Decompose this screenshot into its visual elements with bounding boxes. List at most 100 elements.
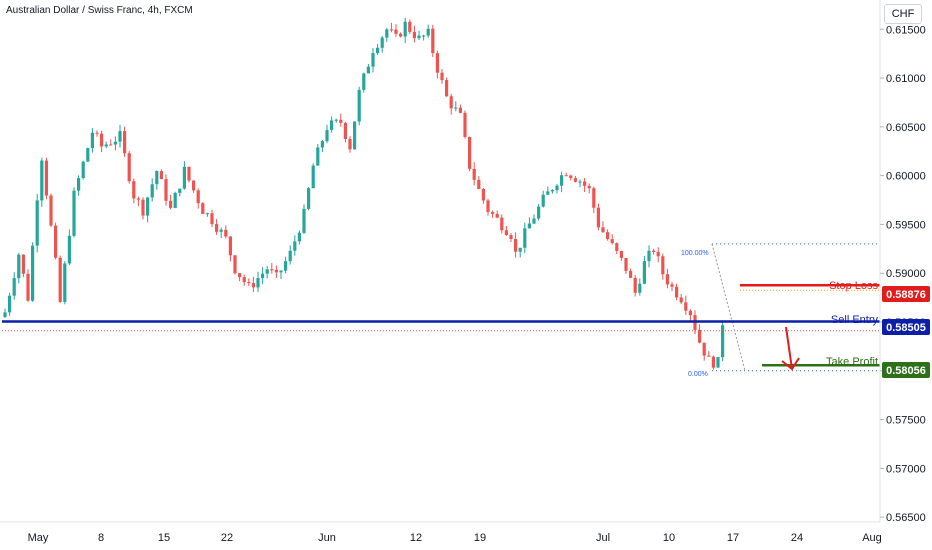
candle-body — [578, 181, 582, 183]
candle-body — [564, 175, 568, 177]
price-tick-label: 0.61500 — [886, 24, 926, 36]
candle-body — [449, 96, 453, 109]
candle-body — [49, 195, 53, 226]
time-tick-label: 12 — [410, 532, 422, 544]
take-profit-price-tag-bg — [882, 362, 930, 378]
candle-body — [633, 277, 637, 293]
candle-body — [201, 203, 205, 215]
candle-body — [684, 302, 688, 311]
candle-body — [385, 29, 389, 38]
candle-body — [394, 29, 398, 34]
candle-body — [537, 206, 541, 219]
candle-body — [408, 21, 412, 32]
candle-body — [155, 171, 159, 185]
candle-body — [40, 160, 44, 201]
candle-body — [288, 250, 292, 262]
time-tick-label: 15 — [158, 532, 170, 544]
candle-body — [104, 144, 108, 147]
time-axis[interactable]: May 8 15 22 Jun 12 19 Jul 10 17 24 Aug — [28, 532, 882, 544]
candle-body — [164, 179, 168, 201]
candle-body — [35, 200, 39, 246]
price-tick-label: 0.60500 — [886, 122, 926, 134]
price-tick-label: 0.57500 — [886, 415, 926, 427]
candle-body — [380, 37, 384, 48]
sell-entry-label: Sell Entry — [831, 314, 879, 326]
candle-body — [532, 218, 536, 224]
candle-body — [638, 283, 642, 293]
candle-body — [601, 227, 605, 233]
candle-body — [500, 217, 504, 231]
candle-body — [435, 53, 439, 73]
sell-entry-price-tag: 0.58505 — [886, 322, 926, 334]
candle-body — [647, 250, 651, 262]
candle-body — [518, 247, 522, 252]
candle-body — [348, 139, 352, 150]
candle-body — [187, 166, 191, 181]
candle-body — [21, 254, 25, 274]
candle-body — [458, 107, 462, 113]
time-tick-label: Aug — [862, 532, 882, 544]
candle-body — [141, 199, 145, 216]
candle-body — [629, 270, 633, 278]
candle-body — [642, 261, 646, 284]
candle-body — [261, 273, 265, 279]
candle-body — [688, 310, 692, 316]
candle-body — [472, 168, 476, 180]
candle-body — [550, 189, 554, 192]
candle-body — [238, 273, 242, 278]
candle-body — [463, 112, 467, 137]
candle-body — [486, 200, 490, 213]
candle-body — [362, 73, 366, 90]
candle-body — [127, 153, 131, 182]
candle-body — [63, 263, 67, 302]
candle-body — [100, 133, 104, 147]
candle-body — [136, 198, 140, 200]
fib-100-label: 100.00% — [681, 250, 709, 257]
candle-body — [573, 178, 577, 182]
candle-body — [624, 257, 628, 271]
candle-body — [366, 66, 370, 74]
candle-body — [721, 325, 725, 358]
price-tick-label: 0.56500 — [886, 512, 926, 524]
price-tick-label: 0.57000 — [886, 463, 926, 475]
candle-body — [661, 256, 665, 275]
candle-body — [454, 107, 458, 109]
stop-loss-price-tag: 0.58876 — [886, 289, 926, 301]
candle-body — [109, 144, 113, 146]
time-tick-label: Jun — [318, 532, 336, 544]
candle-body — [325, 129, 329, 142]
candle-body — [541, 194, 545, 207]
candle-body — [44, 160, 48, 196]
candle-body — [440, 72, 444, 81]
candle-body — [146, 197, 150, 216]
candle-body — [555, 185, 559, 190]
candle-body — [284, 261, 288, 271]
candle-body — [610, 239, 614, 244]
candle-body — [95, 132, 99, 134]
candle-body — [219, 229, 223, 232]
candle-body — [81, 161, 85, 179]
price-tick-label: 0.61000 — [886, 73, 926, 85]
candle-body — [702, 342, 706, 356]
candle-body — [606, 232, 610, 240]
candle-body — [445, 80, 449, 97]
candle-body — [399, 33, 403, 37]
currency-selector[interactable]: CHF — [884, 4, 922, 24]
price-axis[interactable]: 0.61500 0.61000 0.60500 0.60000 0.59500 0.590… — [880, 24, 926, 524]
candle-body — [192, 180, 196, 191]
candle-body — [583, 181, 587, 186]
candle-body — [652, 250, 656, 252]
take-profit-price-tag: 0.58056 — [886, 365, 926, 377]
candle-body — [247, 282, 251, 284]
candle-body — [302, 208, 306, 233]
candle-body — [224, 229, 228, 237]
candle-body — [670, 284, 674, 287]
candle-body — [389, 29, 393, 31]
candle-body — [468, 136, 472, 169]
chart-title: Australian Dollar / Swiss Franc, 4h, FXC… — [6, 5, 193, 16]
time-tick-label: 17 — [727, 532, 739, 544]
candle-body — [357, 89, 361, 122]
candle-body — [569, 175, 573, 179]
candle-body — [665, 274, 669, 285]
